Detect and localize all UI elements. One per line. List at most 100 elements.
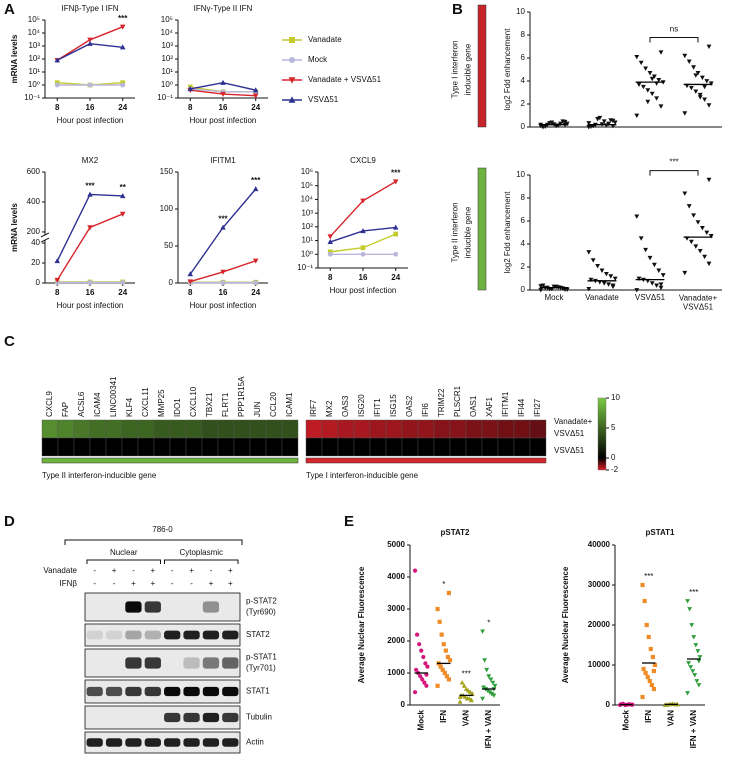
point <box>412 568 418 573</box>
point <box>686 59 692 64</box>
y-tick-label: 40000 <box>588 540 611 549</box>
panel-label: A <box>4 1 15 18</box>
side-label-line: Type I interferon <box>451 41 460 99</box>
category-label: IFN <box>439 710 448 723</box>
band <box>125 601 142 613</box>
treatment-sign: - <box>171 579 174 588</box>
y-axis-label: log2 Fdd enhancement <box>503 28 512 111</box>
treatment-sign: + <box>228 579 233 588</box>
blot-strip <box>84 731 241 754</box>
group-bar <box>305 457 547 464</box>
heat-cell <box>153 437 171 457</box>
point <box>54 82 60 88</box>
point <box>654 283 660 288</box>
blot-title: 786-0 <box>152 525 173 534</box>
heat-cell <box>353 437 371 457</box>
side-bar <box>477 167 487 291</box>
y-tick-label: 40 <box>31 238 40 247</box>
point <box>564 121 570 127</box>
y-axis-label: Average Nuclear Fluorescence <box>357 566 366 683</box>
point <box>442 670 447 676</box>
heat-cell <box>57 419 75 439</box>
x-tick-label: 16 <box>219 103 228 112</box>
point <box>650 654 655 660</box>
heat-cell <box>281 437 299 457</box>
y-tick-label: 10 <box>516 7 525 16</box>
point <box>691 65 697 70</box>
heat-cell <box>433 437 451 457</box>
heat-cell <box>305 437 323 457</box>
heat-cell <box>233 437 251 457</box>
band <box>106 713 122 722</box>
point <box>425 664 430 669</box>
group-label: Type II interferon-inducible gene <box>42 471 157 480</box>
y-tick-label: 10⁰ <box>161 80 173 89</box>
point <box>412 690 418 695</box>
heat-cell <box>417 437 435 457</box>
heat-cell <box>121 437 139 457</box>
point <box>706 44 712 50</box>
series-line <box>56 213 123 281</box>
point <box>645 88 651 93</box>
y-tick-label: 10⁰ <box>301 249 313 258</box>
point <box>688 239 694 245</box>
chart-title: pSTAT2 <box>440 528 470 537</box>
heat-cell <box>105 419 123 439</box>
band <box>183 601 199 612</box>
point <box>119 44 126 50</box>
band <box>164 712 181 723</box>
point <box>360 228 366 234</box>
gene-label: FLRT1 <box>221 392 230 417</box>
point <box>420 677 425 682</box>
side-label: Type I interferon inducible gene <box>451 41 473 99</box>
band <box>86 738 103 747</box>
band <box>202 738 220 747</box>
x-tick-label: 8 <box>188 103 193 112</box>
point <box>220 79 226 85</box>
point <box>446 677 452 682</box>
point <box>119 193 126 199</box>
point <box>651 686 657 692</box>
point <box>441 642 446 647</box>
y-tick-label: 6 <box>521 216 526 225</box>
gene-label: KLF4 <box>125 397 134 417</box>
band <box>106 601 122 612</box>
point <box>87 82 93 88</box>
band <box>202 686 220 697</box>
band <box>222 686 239 697</box>
x-axis-label: Hour post infection <box>190 301 257 310</box>
treatment-sign: + <box>209 579 214 588</box>
gene-label: PLSCR1 <box>453 385 462 417</box>
gene-label: JUN <box>253 401 262 417</box>
category-label: VAN <box>461 710 470 727</box>
blot-label-line: (Tyr701) <box>246 664 276 673</box>
point <box>691 635 697 640</box>
band <box>125 630 142 640</box>
point <box>562 119 568 125</box>
heat-cell <box>41 437 59 457</box>
point <box>682 270 688 276</box>
y-tick-label: 10⁵ <box>28 15 40 24</box>
band <box>202 657 220 669</box>
gene-label: XAF1 <box>485 396 494 417</box>
heat-cell <box>449 419 467 439</box>
band <box>106 657 122 668</box>
point <box>220 91 226 97</box>
point <box>649 91 655 97</box>
point <box>708 234 714 239</box>
heat-cell <box>105 437 123 457</box>
point <box>187 279 194 285</box>
point <box>538 284 544 289</box>
point <box>597 115 603 121</box>
point <box>658 282 664 287</box>
gene-label: IFI6 <box>421 403 430 417</box>
heat-cell <box>321 437 339 457</box>
point <box>423 661 428 666</box>
point <box>682 111 688 116</box>
side-label: Type II interferon inducible gene <box>451 202 473 262</box>
heat-cell <box>481 437 499 457</box>
point <box>459 680 465 685</box>
point <box>392 224 399 230</box>
point <box>446 590 452 596</box>
point <box>610 283 616 288</box>
